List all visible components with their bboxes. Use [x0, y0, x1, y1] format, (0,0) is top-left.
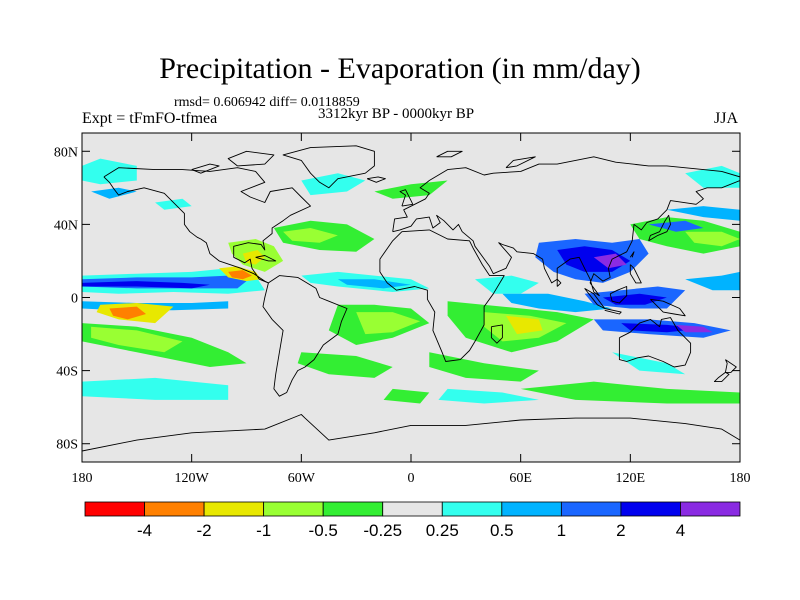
field-region — [506, 315, 543, 335]
field-region — [301, 173, 366, 196]
field-region — [297, 352, 393, 378]
lon-tick-label: 180 — [730, 471, 751, 486]
lat-tick-label: 80N — [54, 145, 78, 160]
coastline — [436, 150, 463, 158]
field-region — [685, 165, 740, 188]
field-region — [383, 388, 430, 404]
field-region — [438, 388, 539, 404]
colorbar-box — [144, 501, 205, 517]
coastline — [379, 229, 505, 362]
field-region — [676, 324, 713, 333]
axis-ticks: 80N 40N 0 40S 80S 180 120W 60W 0 60E 120E 180 — [54, 133, 751, 486]
colorbar-box — [382, 501, 443, 517]
coastline — [366, 176, 386, 183]
coastline — [82, 414, 740, 452]
colorbar-box — [501, 501, 562, 517]
coastline — [556, 278, 562, 287]
coastline — [724, 359, 737, 373]
coastline — [618, 317, 692, 368]
colorbar-label: 1 — [557, 521, 566, 540]
lat-tick-label: 40N — [54, 218, 78, 233]
lat-tick-label: 0 — [71, 292, 78, 307]
colorbar-label: 2 — [616, 521, 625, 540]
experiment-label: Expt = tFmFO-tfmea — [82, 110, 218, 127]
field-region — [228, 270, 252, 280]
colorbar-label: -0.25 — [363, 521, 402, 540]
field-region — [648, 220, 704, 232]
lon-tick-label: 120E — [616, 471, 646, 486]
coastline — [282, 145, 375, 189]
coastline — [392, 156, 740, 297]
lon-tick-label: 60W — [288, 471, 316, 486]
field-region — [91, 187, 137, 199]
colorbar-box — [560, 501, 622, 517]
coastline — [227, 150, 275, 167]
chart-title: Precipitation - Evaporation (in mm/day) — [159, 52, 641, 85]
coastline — [255, 255, 277, 262]
colorbar-box — [441, 501, 503, 517]
colorbar-label: 4 — [676, 521, 685, 540]
colorbar-label: -1 — [256, 521, 271, 540]
colorbar-box — [620, 501, 681, 517]
colorbar-box — [322, 501, 384, 517]
field-region — [82, 158, 137, 185]
field-region — [91, 326, 183, 353]
field-region — [612, 352, 686, 375]
lon-tick-label: 120W — [175, 471, 210, 486]
coastline — [490, 324, 503, 344]
lon-tick-label: 180 — [72, 471, 93, 486]
coastline — [103, 167, 311, 284]
colorbar-label: -2 — [197, 521, 212, 540]
coastline — [629, 264, 642, 284]
field-region — [82, 377, 229, 400]
colorbar-label: 0.5 — [490, 521, 514, 540]
period-label: 3312kyr BP - 0000kyr BP — [318, 106, 475, 122]
coastline — [604, 308, 622, 315]
lon-tick-label: 0 — [408, 471, 415, 486]
field-region — [374, 180, 448, 199]
colorbar-label: -4 — [137, 521, 152, 540]
stats-label: rmsd= 0.606942 diff= 0.0118859 — [174, 95, 360, 110]
coastline — [629, 251, 635, 258]
field-region — [82, 281, 210, 289]
colorbar-box — [84, 501, 145, 517]
field-region — [685, 271, 740, 291]
coastline — [262, 275, 348, 397]
coastline — [399, 189, 414, 207]
colorbar-label: -0.5 — [309, 521, 338, 540]
field-region — [337, 279, 411, 289]
field-region — [356, 312, 421, 335]
colorbar-box — [680, 501, 741, 517]
colorbar-box — [263, 501, 324, 517]
lat-tick-label: 40S — [56, 365, 78, 380]
lon-tick-label: 60E — [509, 471, 532, 486]
field-region — [475, 275, 539, 294]
coastline — [650, 298, 686, 317]
colorbar: -4 -2 -1 -0.5 -0.25 0.25 0.5 1 2 4 — [84, 501, 741, 540]
field-region — [666, 206, 740, 221]
colorbar-label: 0.25 — [426, 521, 459, 540]
field-region — [502, 293, 613, 313]
coastline — [505, 156, 536, 169]
field-region — [685, 231, 740, 247]
colorbar-box — [203, 501, 265, 517]
field-region — [520, 381, 740, 404]
season-label: JJA — [714, 110, 739, 127]
field-region — [242, 250, 265, 265]
coastline — [609, 286, 628, 304]
field-region — [283, 228, 338, 243]
lat-tick-label: 80S — [56, 438, 78, 453]
coastlines — [82, 145, 740, 452]
field-region — [155, 198, 192, 210]
coastline — [648, 214, 671, 242]
coastline — [191, 163, 220, 174]
field-region — [109, 306, 146, 320]
field-region — [593, 253, 627, 269]
field-region — [602, 293, 667, 305]
coastline — [713, 372, 730, 383]
